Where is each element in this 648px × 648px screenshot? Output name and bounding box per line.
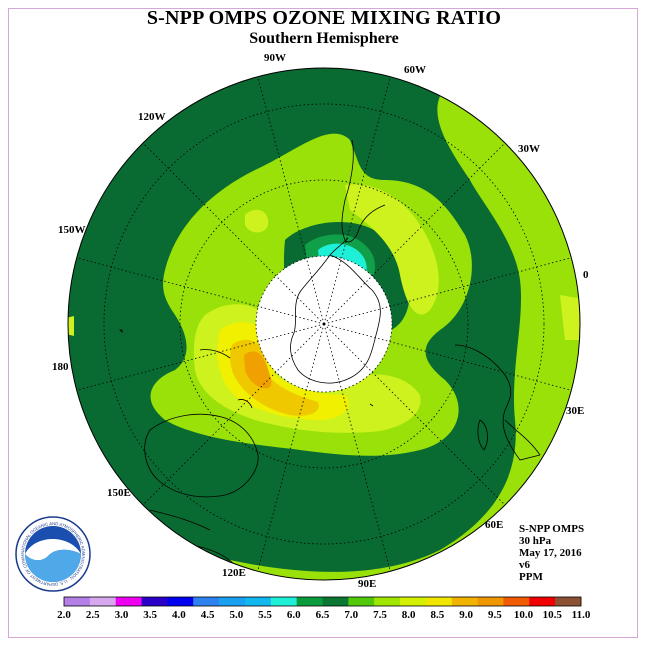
colorbar-tick-label: 2.5 [86,609,100,621]
colorbar-outline [63,596,582,607]
ozone-region-9-0-9-5 [244,351,272,389]
colorbar-tick-label: 10.5 [543,609,563,621]
colorbar-swatch [451,597,478,606]
colorbar-swatch [477,597,504,606]
meridian-spoke [275,275,325,325]
colorbar-tick-label: 3.5 [143,609,157,621]
meridian-line [341,389,391,572]
colorbar-tick-label: 9.0 [459,609,473,621]
colorbar-tick-label: 10.0 [514,609,534,621]
noaa-logo-text: NOAA [38,541,67,552]
meridian-line [76,257,259,307]
colorbar-tick-label: 5.5 [258,609,272,621]
lon-label-90w: 90W [264,52,286,64]
lon-label-30w: 30W [518,143,540,155]
meridian-line [76,341,259,391]
meridian-line [142,371,277,506]
colorbar-tick-label: 5.0 [229,609,243,621]
colorbar-tick-label: 7.5 [373,609,387,621]
colorbar-swatch [529,597,556,606]
meridian-line [389,341,572,391]
ozone-region-7-5-8-0-north [345,184,439,315]
colorbar-swatch [193,597,220,606]
map-boundary [67,67,581,581]
ozone-field [68,68,580,580]
info-units: PPM [519,571,543,583]
map-subtitle: Southern Hemisphere [249,30,399,47]
ozone-region-7-5-8-0-small [245,209,269,233]
meridian-spoke [323,275,373,325]
lon-label-120w: 120W [138,111,166,123]
colorbar-swatch [141,597,168,606]
ozone-region-7-5-8-0-edge [560,295,580,340]
meridian-spoke [275,323,325,373]
colorbar-swatch [64,597,91,606]
lon-label-0: 0 [583,269,589,281]
colorbar-swatch [115,597,142,606]
south-pole-marker [322,322,326,326]
ozone-region-7-0-7-5-east [230,90,580,580]
colorbar-tick-label: 11.0 [572,609,591,621]
lon-label-180: 180 [52,361,69,373]
lon-label-150e: 150E [107,487,131,499]
meridian-spoke [323,258,342,325]
colorbar-swatch [555,597,582,606]
meridian-spoke [323,323,390,342]
colorbar-tick-label: 2.0 [57,609,71,621]
colorbar-swatch [425,597,453,606]
info-version: v6 [519,559,530,571]
lon-label-150w: 150W [58,224,86,236]
lon-label-60e: 60E [485,519,503,531]
colorbar-tick-label: 8.0 [402,609,416,621]
meridian-line [142,142,277,277]
colorbar-tick-label: 4.0 [172,609,186,621]
lon-label-120e: 120E [222,567,246,579]
figure-frame [8,8,638,638]
info-pressure: 30 hPa [519,535,552,547]
meridian-line [257,76,307,259]
colorbar-swatch [503,597,530,606]
colorbar-swatch [322,597,349,606]
colorbar-swatch [167,597,194,606]
meridian-spoke [258,306,325,325]
colorbar: 2.0 2.5 3.0 3.5 4.0 4.5 5.0 5.5 6.0 6.5 7.0 7.5 8.0 8… [57,596,591,621]
lon-label-60w: 60W [404,64,426,76]
map-title: S-NPP OMPS OZONE MIXING RATIO [146,7,502,29]
meridian-line [371,371,506,506]
meridian-spoke [323,323,373,373]
lon-label-30e: 30E [566,405,584,417]
meridian-spoke [323,323,342,390]
colorbar-swatch [244,597,272,606]
info-instrument: S-NPP OMPS [519,523,585,535]
colorbar-tick-label: 3.0 [115,609,129,621]
colorbar-swatch [374,597,401,606]
colorbar-tick-label: 4.5 [201,609,215,621]
colorbar-swatch [296,597,323,606]
colorbar-swatch [270,597,297,606]
meridian-line [389,257,572,307]
colorbar-tick-label: 7.0 [344,609,358,621]
colorbar-swatch [348,597,375,606]
info-date: May 17, 2016 [519,547,582,559]
latitude-circles [103,103,545,545]
colorbar-swatch [400,597,427,606]
colorbar-tick-label: 6.5 [316,609,330,621]
meridian-spoke [323,306,390,325]
coastlines [119,139,541,566]
longitude-labels: 90W 60W 30W 0 30E 60E 90E 120E 150E 180 … [52,52,589,590]
colorbar-tick-label: 8.5 [431,609,445,621]
lon-label-90e: 90E [358,578,376,590]
info-block: S-NPP OMPS 30 hPa May 17, 2016 v6 PPM [519,523,584,583]
colorbar-swatch [89,597,116,606]
colorbar-tick-label: 9.5 [488,609,502,621]
meridian-spoke [258,323,325,342]
ozone-region-7-5-8-0-west-edge [68,316,74,336]
meridian-line [341,76,391,259]
colorbar-swatch [219,597,246,606]
meridian-spoke [306,258,325,325]
colorbar-tick-label: 6.0 [287,609,301,621]
meridian-line [371,142,506,277]
meridian-line [257,389,307,572]
